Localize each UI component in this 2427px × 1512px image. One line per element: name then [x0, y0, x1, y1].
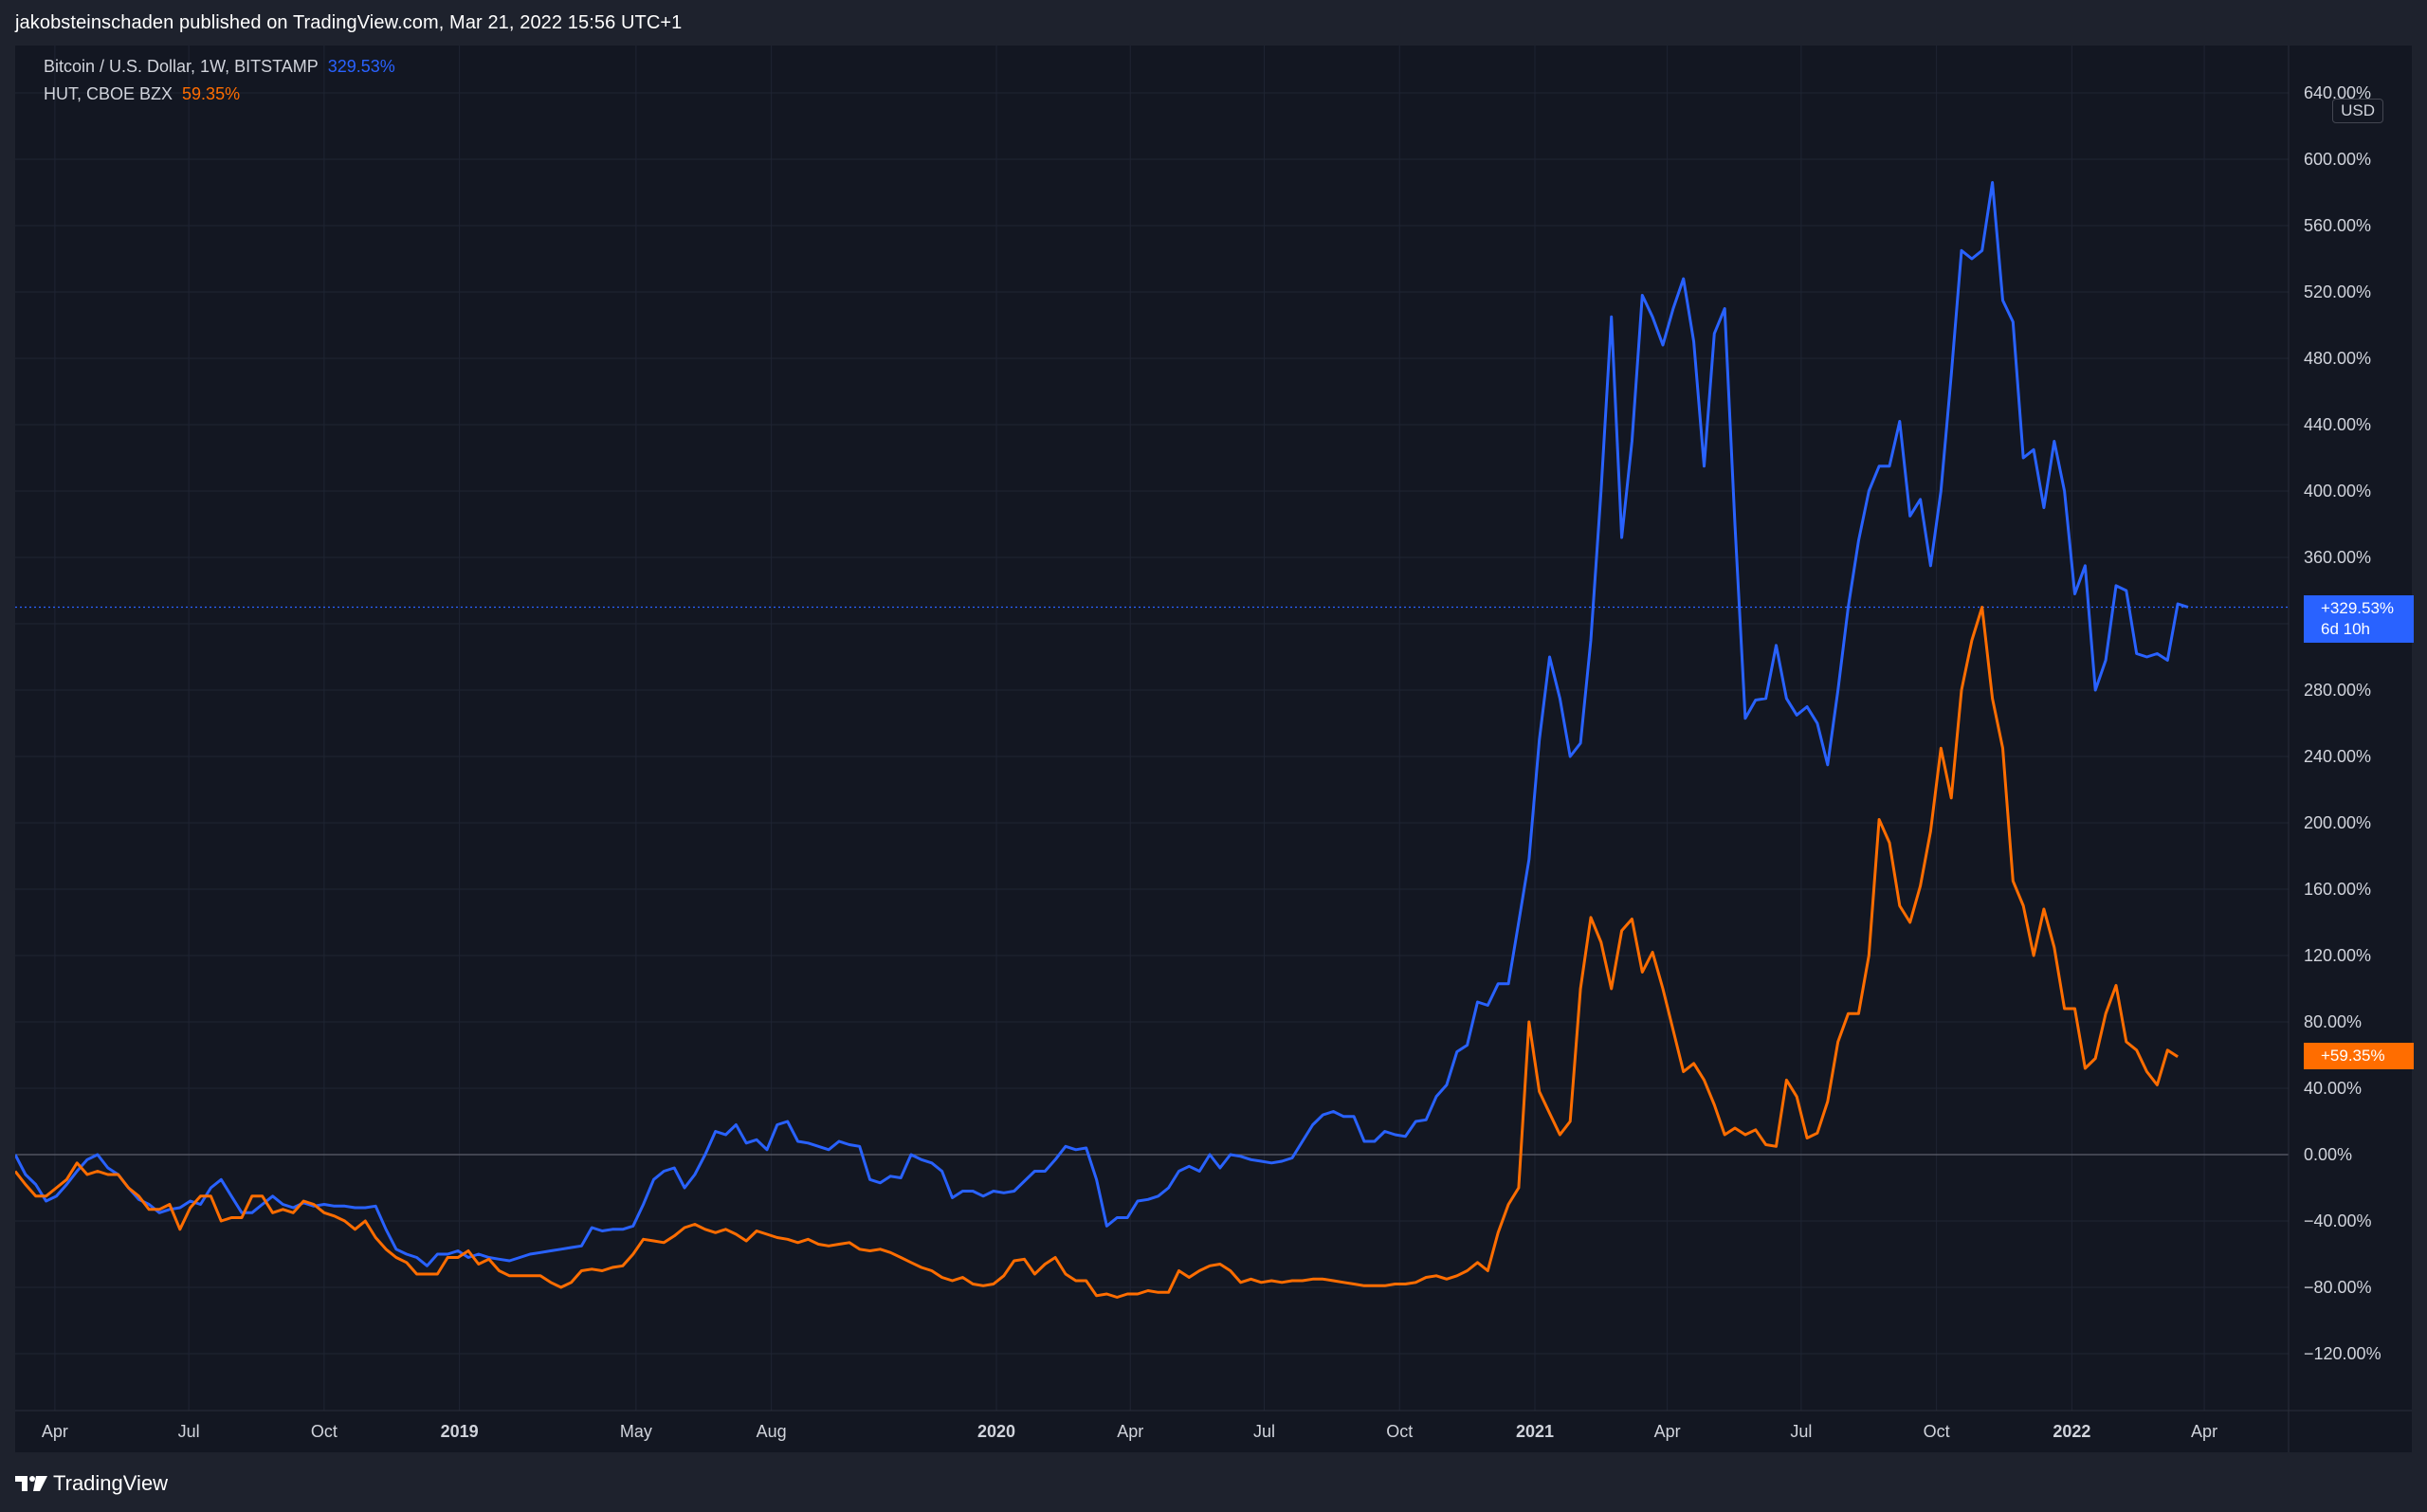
legend-row-btc[interactable]: Bitcoin / U.S. Dollar, 1W, BITSTAMP 329.5… [44, 57, 395, 77]
btc-price-tag: +329.53% 6d 10h [2304, 595, 2414, 643]
series-hut [15, 606, 2179, 1299]
series-layer [15, 181, 2189, 1299]
y-tick-label: 200.00% [2304, 813, 2371, 832]
x-tick-label: Apr [2191, 1422, 2217, 1441]
x-tick-label: Apr [42, 1422, 68, 1441]
y-tick-label: 480.00% [2304, 349, 2371, 368]
tradingview-logo-icon [15, 1476, 47, 1491]
y-tick-label: 400.00% [2304, 482, 2371, 501]
x-tick-label: 2019 [441, 1422, 479, 1441]
series-line-hut [15, 606, 2179, 1299]
btc-tag-countdown: 6d 10h [2321, 620, 2370, 638]
hut-tag-value: +59.35% [2321, 1047, 2385, 1065]
x-tick-label: Jul [1790, 1422, 1812, 1441]
y-tick-label: 0.00% [2304, 1145, 2352, 1164]
x-tick-label: 2020 [977, 1422, 1015, 1441]
x-tick-label: Jul [1253, 1422, 1275, 1441]
publish-info: jakobsteinschaden published on TradingVi… [15, 12, 683, 33]
y-tick-label: 40.00% [2304, 1079, 2362, 1098]
chart-svg[interactable]: 640.00% 600.00% 560.00% 520.00% 480.00% 440.0… [15, 46, 2412, 1452]
legend-value-btc: 329.53% [327, 57, 395, 76]
y-tick-label: 560.00% [2304, 216, 2371, 235]
y-tick-label: 600.00% [2304, 150, 2371, 169]
series-line-btc [15, 181, 2189, 1267]
tradingview-logo[interactable]: TradingView [15, 1471, 168, 1496]
x-tick-label: 2022 [2053, 1422, 2090, 1441]
publish-header: jakobsteinschaden published on TradingVi… [0, 0, 2427, 46]
x-tick-label: Oct [1924, 1422, 1950, 1441]
hut-price-tag: +59.35% [2304, 1043, 2414, 1069]
x-axis[interactable]: Apr Jul Oct 2019 May Aug 2020 Apr Jul Oct 2021 Apr J… [15, 1410, 2412, 1441]
x-tick-label: Jul [178, 1422, 200, 1441]
y-tick-label: 640.00% [2304, 83, 2371, 102]
series-btc [15, 181, 2189, 1267]
footer: TradingView [0, 1452, 2427, 1512]
chart-area[interactable]: 640.00% 600.00% 560.00% 520.00% 480.00% 440.0… [15, 46, 2414, 1452]
y-tick-label: 360.00% [2304, 548, 2371, 567]
y-tick-label: 160.00% [2304, 880, 2371, 899]
x-tick-label: Apr [1117, 1422, 1143, 1441]
x-tick-label: May [620, 1422, 652, 1441]
x-tick-label: Aug [757, 1422, 787, 1441]
y-axis[interactable]: 640.00% 600.00% 560.00% 520.00% 480.00% 440.0… [2288, 46, 2381, 1452]
grid-lines [15, 46, 2289, 1411]
tradingview-brand: TradingView [53, 1471, 169, 1495]
legend-value-hut: 59.35% [182, 84, 241, 103]
y-tick-label: −120.00% [2304, 1344, 2381, 1363]
y-tick-label: 440.00% [2304, 415, 2371, 434]
x-tick-label: 2021 [1516, 1422, 1554, 1441]
y-tick-label: 80.00% [2304, 1012, 2362, 1031]
y-tick-label: −80.00% [2304, 1278, 2372, 1297]
y-tick-label: 280.00% [2304, 681, 2371, 700]
legend-label-btc: Bitcoin / U.S. Dollar, 1W, BITSTAMP [44, 57, 319, 76]
x-tick-label: Oct [1386, 1422, 1413, 1441]
y-tick-label: −40.00% [2304, 1211, 2372, 1230]
currency-button[interactable]: USD [2332, 99, 2383, 123]
y-tick-label: 520.00% [2304, 282, 2371, 301]
btc-tag-value: +329.53% [2321, 599, 2395, 617]
y-tick-label: 120.00% [2304, 946, 2371, 965]
y-tick-label: 240.00% [2304, 747, 2371, 766]
x-tick-label: Oct [311, 1422, 338, 1441]
legend-label-hut: HUT, CBOE BZX [44, 84, 173, 103]
legend-row-hut[interactable]: HUT, CBOE BZX 59.35% [44, 84, 240, 104]
x-tick-label: Apr [1654, 1422, 1681, 1441]
